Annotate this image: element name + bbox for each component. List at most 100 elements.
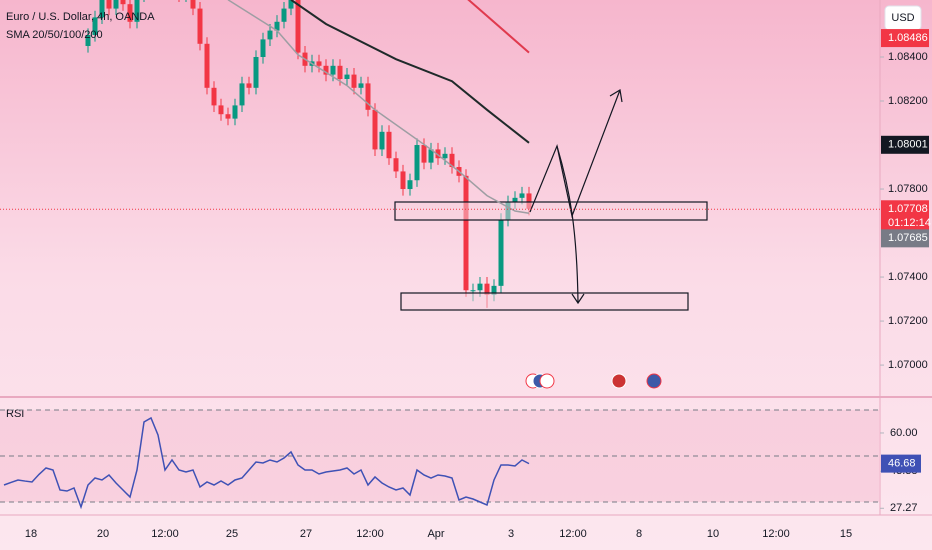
chart-title: Euro / U.S. Dollar, 4h, OANDA [6,11,155,23]
x-tick-label: 27 [300,528,312,540]
rsi-tick-label: 60.00 [890,427,918,439]
event-icons [525,373,662,389]
event-icon [611,373,627,389]
x-tick-label: 20 [97,528,109,540]
candle-body [386,131,392,159]
y-tick-label: 1.07800 [888,183,928,195]
candle-body [358,83,364,88]
y-tick-label: 1.07200 [888,315,928,327]
candle-body [407,180,413,190]
candle-body [477,283,483,291]
candle-body [85,34,91,46]
x-tick-label: 18 [25,528,37,540]
candle-body [449,153,455,168]
candle-body [323,65,329,75]
candle-body [484,283,490,295]
candle-body [232,105,238,119]
rsi-title: RSI [6,408,24,420]
candle-body [316,61,322,66]
candle-body [218,105,224,115]
candle-body [400,171,406,190]
x-tick-label: 12:00 [151,528,179,540]
candle-body [519,193,525,198]
rsi-line [3,416,530,510]
candle-body [211,87,217,106]
x-tick-label: 3 [508,528,514,540]
x-tick-label: 12:00 [762,528,790,540]
candle-body [351,74,357,88]
arrow-bullish [529,89,623,219]
y-tick-label: 1.07400 [888,271,928,283]
candle-body [344,74,350,79]
candle-body [127,4,133,22]
candle-body [330,65,336,75]
zone-lower [400,292,689,311]
candle-body [428,149,434,163]
moving-average [227,0,530,214]
candle-body [288,0,294,9]
x-tick-label: 10 [707,528,719,540]
candle-body [92,17,98,35]
moving-average [290,0,530,144]
countdown-label: 01:12:14 [888,217,931,229]
price-tag [881,229,929,248]
candle-body [491,285,497,295]
price-tag [881,200,929,233]
candle-body [512,197,518,203]
candle-body [120,0,126,5]
candle-body [421,145,427,163]
candle-body [435,149,441,159]
candle-body [190,0,196,9]
event-icon [539,373,555,389]
zone-upper [394,201,708,221]
candle-body [204,43,210,88]
currency-label: USD [891,12,914,24]
candle-body [267,30,273,40]
candle-body [372,109,378,150]
event-icon [646,373,662,389]
candle-body [274,21,280,31]
candle-body [337,65,343,79]
candle-body [239,83,245,106]
candle-body [253,56,259,88]
candle-body [414,145,420,181]
candle-body [113,0,119,9]
y-tick-label: 1.08400 [888,51,928,63]
x-tick-label: 12:00 [559,528,587,540]
candle-body [99,0,105,18]
candle-body [281,8,287,22]
candle-body [225,114,231,119]
candle-body [393,158,399,172]
candle-body [379,131,385,150]
candle-body [246,83,252,88]
x-tick-label: 15 [840,528,852,540]
y-tick-label: 1.07000 [888,359,928,371]
arrow-bearish [556,145,585,305]
candle-body [498,219,504,286]
x-tick-label: 8 [636,528,642,540]
moving-average [467,0,530,54]
x-tick-label: 12:00 [356,528,384,540]
x-tick-label: Apr [427,528,444,540]
candle-body [365,83,371,110]
candle-body [106,0,112,9]
candle-body [197,8,203,44]
price-tag-label: 1.08001 [888,139,928,151]
rsi-current-tag [881,454,921,473]
price-tag-label: 1.07708 [888,203,928,215]
price-tag [881,135,929,154]
price-tag [881,29,929,48]
candle-body [295,0,301,53]
candle-body [463,175,469,291]
candle-body [470,290,476,292]
rsi-current-label: 46.68 [888,458,916,470]
candle-body [260,39,266,57]
rsi-tick-label: 27.27 [890,502,918,514]
price-tag-label: 1.08486 [888,32,928,44]
indicator-label: SMA 20/50/100/200 [6,29,103,41]
candle-body [134,0,140,22]
y-tick-label: 1.08200 [888,95,928,107]
x-tick-label: 25 [226,528,238,540]
